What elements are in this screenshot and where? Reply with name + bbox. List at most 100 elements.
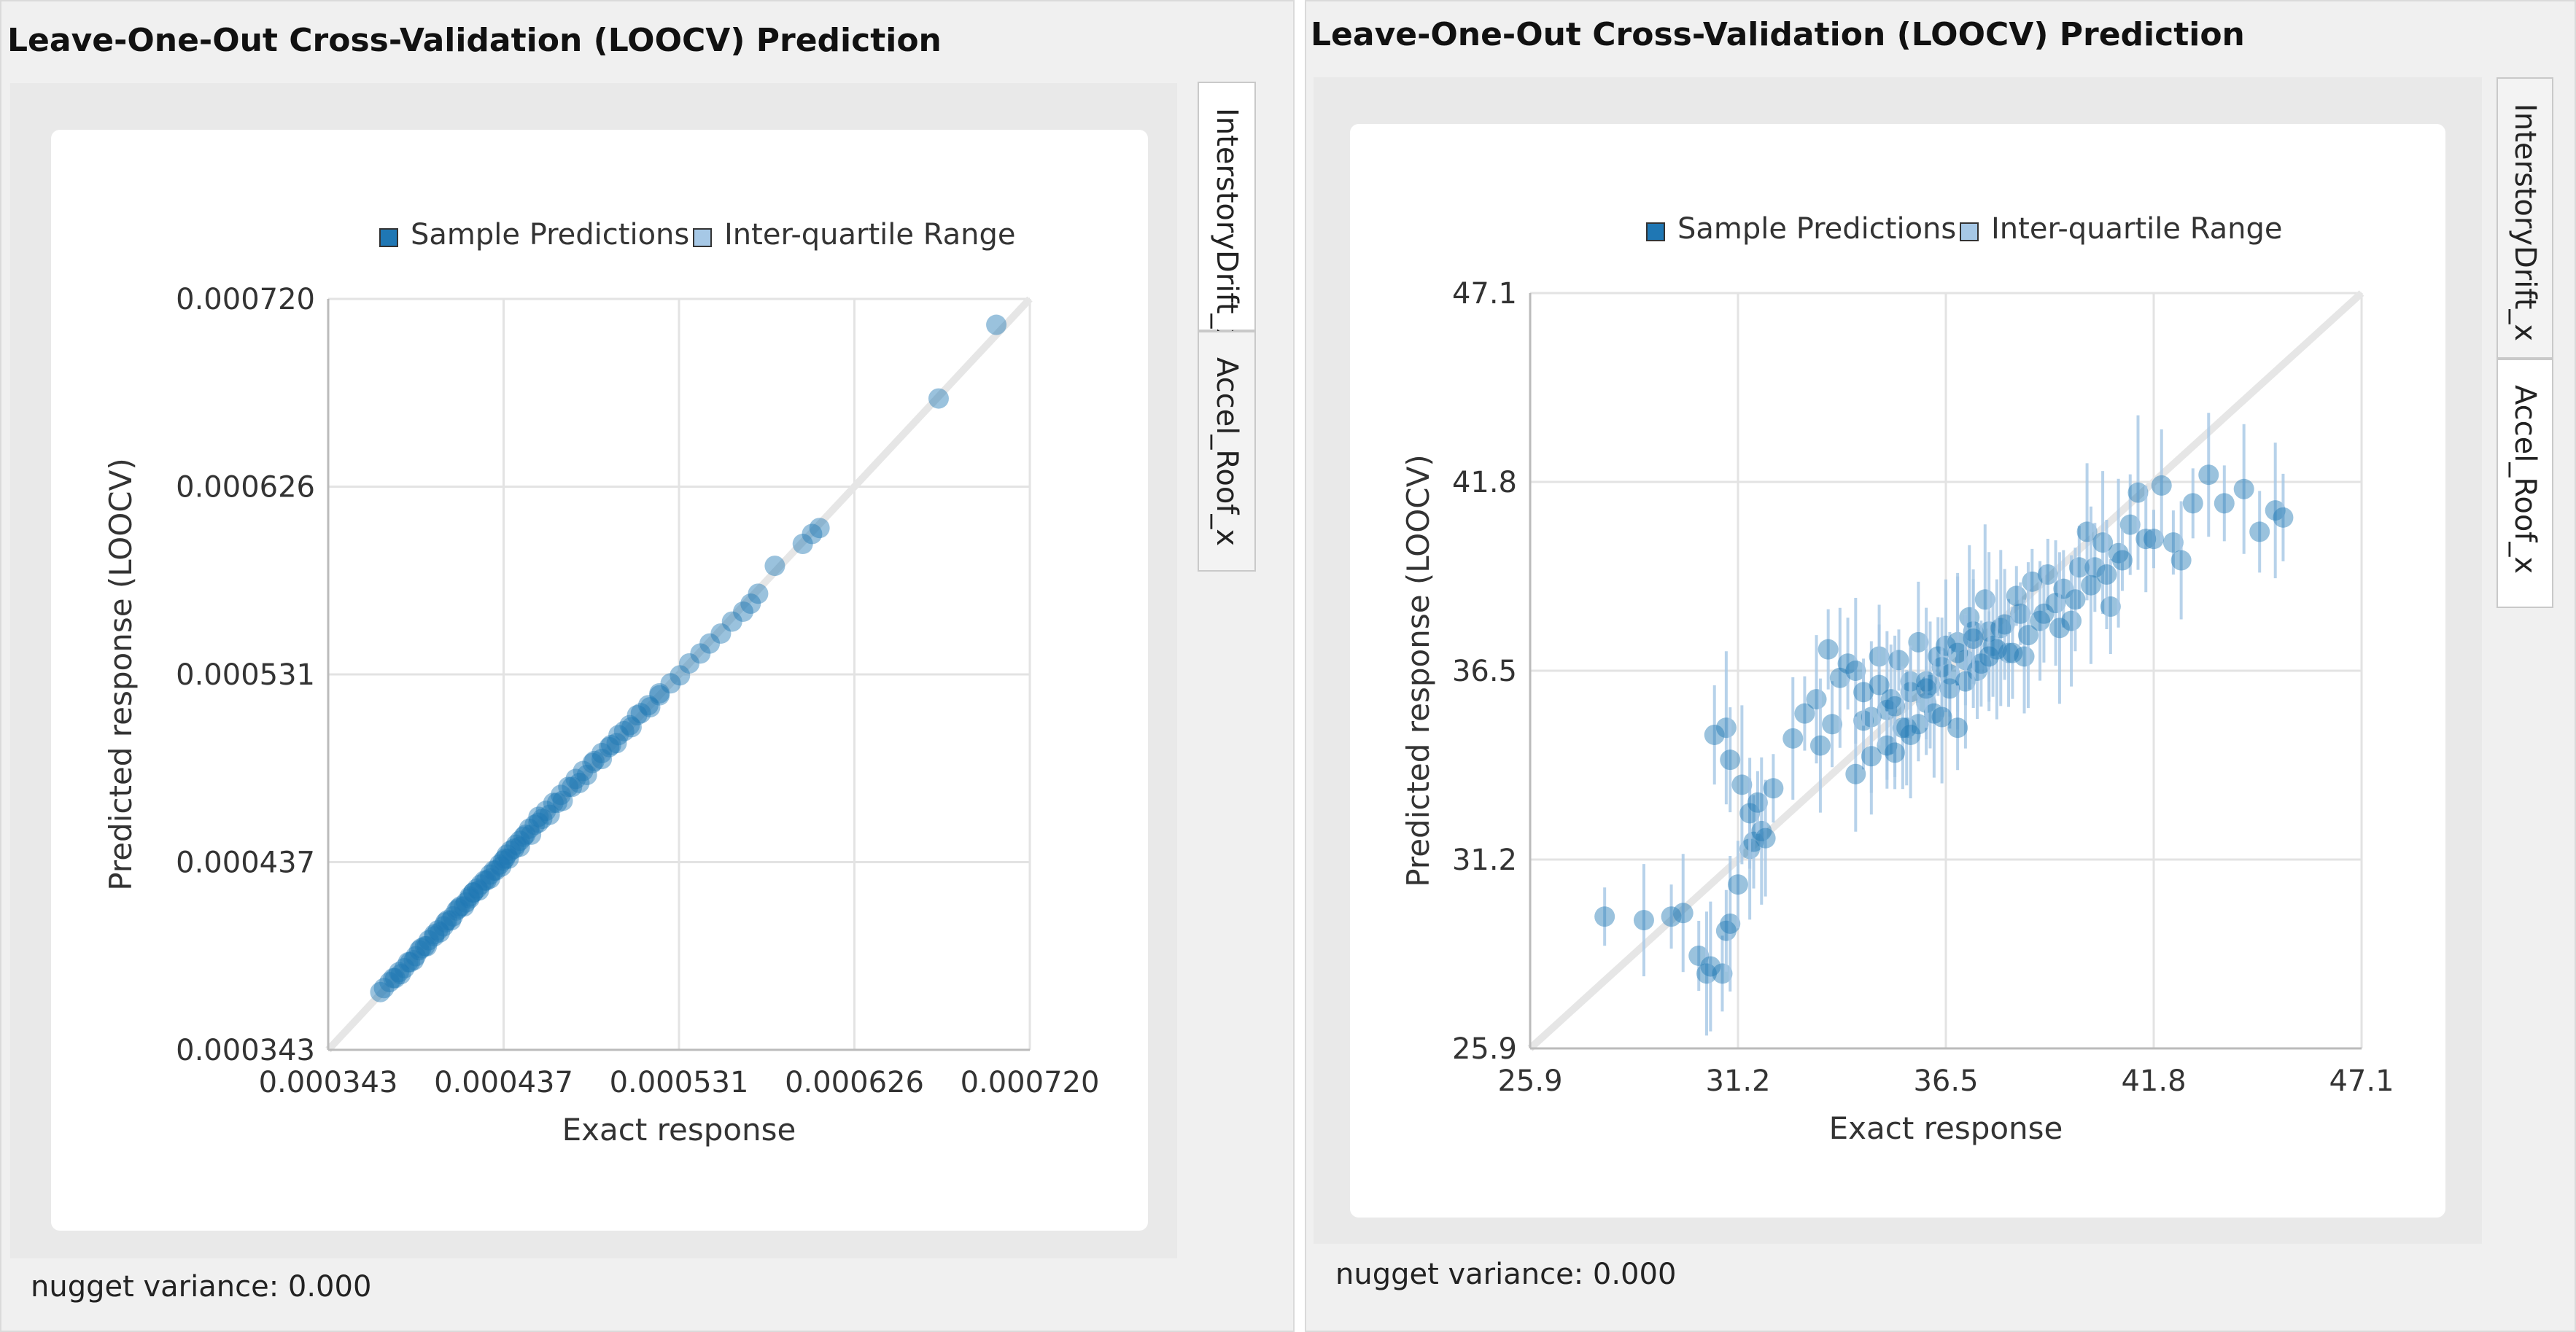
data-point (1885, 696, 1906, 717)
x-tick-label: 0.000626 (785, 1066, 924, 1099)
tab-interstory-drift[interactable]: InterstoryDrift_x (2497, 77, 2553, 359)
data-point (619, 714, 640, 736)
y-tick-label: 0.000720 (176, 283, 315, 316)
data-point (599, 736, 620, 757)
data-point (379, 972, 400, 993)
data-point (521, 824, 542, 845)
y-tick-label: 0.000437 (176, 846, 315, 880)
data-point (660, 673, 681, 694)
data-point (397, 951, 419, 973)
data-point (450, 896, 471, 917)
data-point (710, 623, 732, 644)
data-point (494, 848, 516, 869)
data-point (383, 967, 404, 989)
data-point (509, 830, 530, 852)
tab-interstory-drift[interactable]: InterstoryDrift_x (1198, 82, 1256, 346)
scatter-chart-interstory-drift: Sample Predictions Inter-quartile Range 0.… (103, 218, 1100, 1148)
data-point (928, 388, 949, 409)
data-point (2033, 603, 2055, 624)
panel-title: Leave-One-Out Cross-Validation (LOOCV) P… (1311, 16, 2245, 53)
x-tick-label: 0.000343 (259, 1066, 398, 1099)
data-point (1747, 792, 1768, 813)
tab-accel-roof[interactable]: Accel_Roof_x (2497, 359, 2553, 608)
data-point (524, 814, 546, 836)
data-point (1845, 661, 1866, 681)
tab-accel-roof[interactable]: Accel_Roof_x (1198, 331, 1256, 572)
data-point (1661, 906, 1682, 927)
y-tick-label: 0.000343 (176, 1034, 315, 1067)
y-axis-label: Predicted response (LOOCV) (1400, 454, 1436, 887)
data-point (1837, 653, 1858, 674)
data-point (1700, 956, 1721, 977)
tab-label: Accel_Roof_x (1210, 357, 1244, 547)
data-point (670, 665, 691, 686)
data-point (637, 695, 659, 716)
data-point (550, 784, 571, 806)
data-point (509, 836, 530, 857)
data-point (2065, 589, 2086, 610)
legend-swatch-sample-predictions (1646, 222, 1665, 241)
data-point (504, 838, 525, 860)
data-point (1923, 703, 1944, 724)
tab-label: InterstoryDrift_x (1210, 108, 1244, 346)
data-point (505, 834, 527, 855)
legend-swatch-inter-quartile-range (693, 228, 712, 247)
data-point (394, 957, 415, 978)
data-point (427, 920, 449, 941)
scatter-chart-accel-roof: Sample Predictions Inter-quartile Range 25… (1400, 212, 2394, 1146)
legend-label-inter-quartile-range: Inter-quartile Range (1991, 212, 2282, 246)
data-point (1672, 903, 1694, 924)
data-point (740, 593, 761, 615)
data-point (515, 824, 536, 845)
data-point (1720, 749, 1741, 771)
data-point (1720, 913, 1741, 934)
data-point (409, 940, 430, 961)
legend-swatch-inter-quartile-range (1960, 222, 1979, 241)
data-point (2010, 603, 2031, 624)
data-point (500, 840, 521, 861)
y-tick-label: 41.8 (1452, 466, 1517, 499)
data-point (455, 892, 476, 913)
data-point (2144, 529, 2164, 550)
reference-diagonal-line (325, 296, 1033, 1053)
data-point (1892, 717, 1913, 739)
data-point (446, 900, 468, 921)
data-point (626, 705, 648, 726)
data-point (2135, 529, 2157, 550)
x-tick-label: 0.000720 (961, 1066, 1100, 1099)
data-point (1755, 827, 1776, 849)
data-point (558, 776, 579, 798)
data-point (491, 856, 512, 877)
x-tick-label: 0.000437 (434, 1066, 573, 1099)
data-point (496, 844, 517, 865)
legend-label-inter-quartile-range: Inter-quartile Range (724, 218, 1015, 252)
data-point (373, 978, 395, 999)
data-point (1861, 746, 1882, 767)
chart-area: Sample Predictions Inter-quartile Range 0.… (10, 83, 1177, 1258)
data-point (454, 896, 475, 917)
data-point (2002, 642, 2023, 663)
data-point (1908, 714, 1929, 735)
y-axis-label: Predicted response (LOOCV) (103, 458, 139, 890)
data-point (576, 764, 597, 785)
y-tick-label: 0.000531 (176, 658, 315, 692)
data-point (2265, 500, 2286, 521)
data-point (459, 888, 480, 909)
data-point (459, 886, 480, 907)
nugget-variance-label: nugget variance: 0.000 (31, 1270, 372, 1304)
data-point (532, 809, 553, 830)
data-point (690, 643, 711, 664)
data-point (764, 556, 785, 577)
tab-label: InterstoryDrift_x (2508, 104, 2542, 342)
y-tick-label: 36.5 (1452, 655, 1517, 688)
legend-label-sample-predictions: Sample Predictions (1677, 212, 1956, 246)
data-point (640, 697, 661, 718)
data-point (546, 792, 567, 814)
data-point (2049, 618, 2070, 639)
data-point (748, 583, 769, 604)
data-point (513, 826, 534, 847)
data-point (2233, 478, 2254, 499)
data-point (480, 864, 500, 885)
legend-label-sample-predictions: Sample Predictions (411, 218, 689, 252)
x-tick-label: 36.5 (1913, 1064, 1978, 1098)
